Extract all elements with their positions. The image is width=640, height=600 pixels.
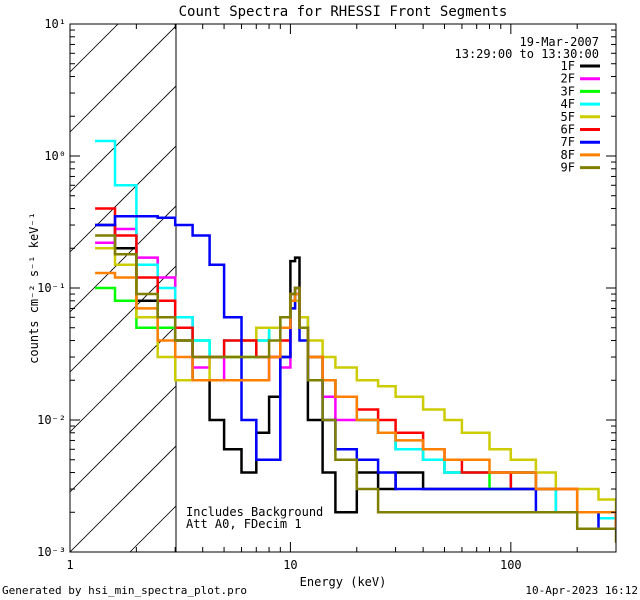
legend-label-6F: 6F bbox=[561, 123, 575, 137]
x-tick-labels: 1 10 100 bbox=[66, 558, 521, 572]
observation-date: 19-Mar-2007 bbox=[520, 35, 599, 49]
footer-date: 10-Apr-2023 16:12 bbox=[525, 584, 638, 597]
hatch-line bbox=[70, 445, 176, 552]
y-tick-label: 10⁰ bbox=[44, 149, 66, 163]
y-tick-label: 10⁻³ bbox=[37, 545, 66, 559]
hatch-line bbox=[70, 25, 176, 133]
excluded-region-hatch bbox=[70, 0, 185, 552]
legend-label-9F: 9F bbox=[561, 161, 575, 175]
x-tick-label: 100 bbox=[500, 558, 522, 572]
chart-title: Count Spectra for RHESSI Front Segments bbox=[179, 4, 508, 20]
legend-label-3F: 3F bbox=[561, 84, 575, 98]
hatch-line bbox=[70, 325, 176, 433]
axis-ticks bbox=[69, 24, 617, 553]
legend-label-5F: 5F bbox=[561, 110, 575, 124]
hatch-line bbox=[70, 24, 119, 73]
annotation-background: Includes Background bbox=[186, 505, 323, 519]
legend-label-8F: 8F bbox=[561, 148, 575, 162]
series-line-8F bbox=[95, 271, 616, 531]
y-tick-label: 10¹ bbox=[44, 17, 66, 31]
footer-generated-by: Generated by hsi_min_spectra_plot.pro bbox=[2, 584, 247, 597]
legend-label-4F: 4F bbox=[561, 97, 575, 111]
series-layer bbox=[95, 139, 616, 543]
hatch-line bbox=[129, 505, 176, 552]
hatch-line bbox=[70, 0, 185, 12]
x-tick-label: 1 bbox=[66, 558, 73, 572]
x-tick-label: 10 bbox=[283, 558, 297, 572]
annotation-attenuator: Att A0, FDecim 1 bbox=[186, 517, 302, 531]
observation-time-range: 13:29:00 to 13:30:00 bbox=[455, 47, 600, 61]
y-axis-label: counts cm⁻² s⁻¹ keV⁻¹ bbox=[27, 212, 41, 364]
series-line-9F bbox=[95, 234, 616, 543]
legend-label-1F: 1F bbox=[561, 59, 575, 73]
hatch-line bbox=[70, 85, 176, 193]
hatch-line bbox=[70, 145, 176, 253]
hatch-line bbox=[70, 385, 176, 493]
x-axis-label: Energy (keV) bbox=[300, 575, 387, 589]
hatch-line bbox=[70, 265, 176, 373]
legend-label-2F: 2F bbox=[561, 72, 575, 86]
y-tick-label: 10⁻² bbox=[37, 413, 66, 427]
y-tick-labels: 10¹ 10⁰ 10⁻¹ 10⁻² 10⁻³ bbox=[37, 17, 66, 559]
y-tick-label: 10⁻¹ bbox=[37, 281, 66, 295]
legend-label-7F: 7F bbox=[561, 135, 575, 149]
